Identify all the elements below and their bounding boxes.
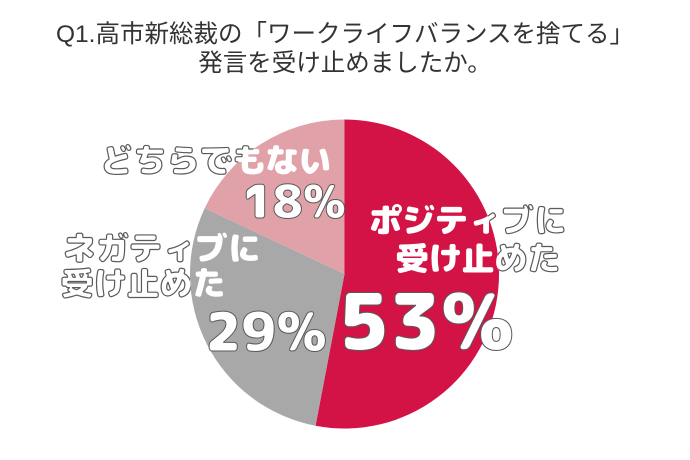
svg-text:29%: 29% <box>205 294 327 369</box>
svg-text:53%: 53% <box>338 266 514 375</box>
svg-text:18%: 18% <box>242 169 346 233</box>
